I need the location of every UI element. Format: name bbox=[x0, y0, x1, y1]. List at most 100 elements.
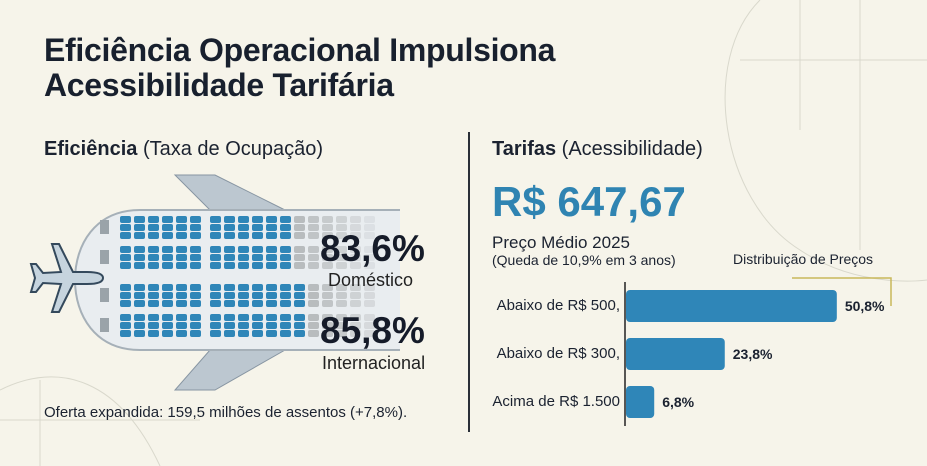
seat bbox=[190, 314, 201, 321]
seat bbox=[266, 292, 277, 299]
price-change-note: (Queda de 10,9% em 3 anos) bbox=[492, 252, 676, 268]
seat bbox=[190, 330, 201, 337]
value-label: 23,8% bbox=[732, 346, 773, 362]
seat bbox=[238, 262, 249, 269]
fares-heading: Tarifas (Acessibilidade) bbox=[492, 138, 703, 161]
seat bbox=[336, 232, 347, 239]
seat bbox=[148, 262, 159, 269]
seat bbox=[176, 254, 187, 261]
seat bbox=[176, 246, 187, 253]
seat bbox=[238, 232, 249, 239]
seat bbox=[120, 246, 131, 253]
seat bbox=[224, 300, 235, 307]
seat bbox=[120, 284, 131, 291]
bar-1 bbox=[626, 338, 725, 370]
seat bbox=[364, 262, 375, 269]
seat bbox=[280, 216, 291, 223]
galley-seat bbox=[100, 318, 109, 332]
seat bbox=[224, 292, 235, 299]
seat-grid bbox=[100, 216, 375, 337]
airplane-icon bbox=[29, 243, 105, 313]
seat bbox=[190, 284, 201, 291]
seat bbox=[224, 216, 235, 223]
seat bbox=[322, 300, 333, 307]
seat bbox=[336, 314, 347, 321]
seat bbox=[364, 246, 375, 253]
seat bbox=[190, 216, 201, 223]
seat bbox=[252, 232, 263, 239]
seat bbox=[238, 292, 249, 299]
value-label: 50,8% bbox=[844, 298, 885, 314]
seat bbox=[294, 300, 305, 307]
seat bbox=[364, 322, 375, 329]
seat bbox=[294, 232, 305, 239]
seat bbox=[134, 224, 145, 231]
seat bbox=[176, 232, 187, 239]
category-label: Abaixo de R$ 300, bbox=[496, 345, 620, 362]
seat bbox=[176, 224, 187, 231]
seat bbox=[350, 292, 361, 299]
seat bbox=[134, 246, 145, 253]
seat bbox=[308, 262, 319, 269]
seat bbox=[238, 284, 249, 291]
seat bbox=[176, 292, 187, 299]
seat bbox=[322, 216, 333, 223]
seat bbox=[252, 300, 263, 307]
seat bbox=[252, 262, 263, 269]
fares-heading-rest: (Acessibilidade) bbox=[561, 138, 703, 160]
domestic-occupancy-value: 83,6% bbox=[320, 228, 425, 269]
seat bbox=[162, 292, 173, 299]
fares-heading-bold: Tarifas bbox=[492, 138, 557, 160]
seat bbox=[120, 224, 131, 231]
seat bbox=[266, 300, 277, 307]
seat bbox=[364, 314, 375, 321]
seat bbox=[364, 284, 375, 291]
seat bbox=[364, 254, 375, 261]
seat bbox=[120, 292, 131, 299]
seat bbox=[280, 322, 291, 329]
average-price: R$ 647,67 bbox=[492, 178, 686, 225]
seat bbox=[336, 246, 347, 253]
galley-seat bbox=[100, 250, 109, 264]
international-label: Internacional bbox=[322, 353, 426, 373]
category-label: Abaixo de R$ 500, bbox=[496, 297, 620, 314]
seat bbox=[176, 262, 187, 269]
seat bbox=[364, 330, 375, 337]
seat bbox=[308, 284, 319, 291]
seat bbox=[190, 224, 201, 231]
seat bbox=[336, 224, 347, 231]
seat bbox=[134, 216, 145, 223]
seat bbox=[190, 300, 201, 307]
page-title: Eficiência Operacional Impulsiona Acessi… bbox=[44, 33, 555, 103]
seat bbox=[280, 314, 291, 321]
seat bbox=[134, 262, 145, 269]
seat bbox=[350, 224, 361, 231]
seat bbox=[162, 232, 173, 239]
seat bbox=[224, 262, 235, 269]
seat bbox=[308, 232, 319, 239]
seat bbox=[364, 224, 375, 231]
seat bbox=[148, 216, 159, 223]
title-line-2: Acessibilidade Tarifária bbox=[44, 67, 394, 103]
seat bbox=[350, 254, 361, 261]
seat bbox=[224, 224, 235, 231]
seat bbox=[294, 216, 305, 223]
galley-seat bbox=[100, 288, 109, 302]
seat bbox=[280, 330, 291, 337]
seat bbox=[308, 292, 319, 299]
seat bbox=[120, 262, 131, 269]
seat bbox=[238, 330, 249, 337]
seat bbox=[280, 262, 291, 269]
seat bbox=[162, 246, 173, 253]
seat bbox=[120, 254, 131, 261]
distribution-bracket bbox=[792, 277, 892, 306]
seat bbox=[294, 254, 305, 261]
seat bbox=[350, 262, 361, 269]
seat bbox=[134, 314, 145, 321]
seat bbox=[308, 224, 319, 231]
international-occupancy-value: 85,8% bbox=[320, 310, 425, 351]
seat bbox=[190, 232, 201, 239]
seat bbox=[238, 246, 249, 253]
seat bbox=[210, 246, 221, 253]
